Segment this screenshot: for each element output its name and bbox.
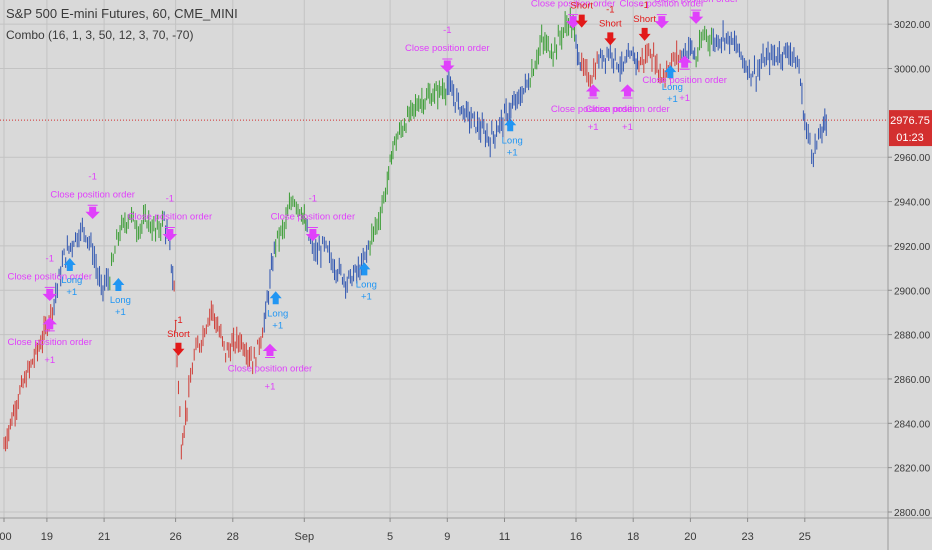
y-tick-label: 2820.00 — [894, 464, 931, 475]
y-tick-label: 2920.00 — [894, 242, 931, 253]
close-order-label: Close position order — [551, 104, 636, 115]
close-order-qty: +1 — [588, 122, 599, 133]
close-order-qty: +1 — [622, 122, 633, 133]
y-tick-label: 2900.00 — [894, 286, 931, 297]
indicator-label[interactable]: Combo (16, 1, 3, 50, 12, 3, 70, -70) — [6, 28, 194, 42]
short-entry-label: Short — [633, 14, 656, 25]
short-entry-label: Short — [570, 1, 593, 12]
close-order-label: Close position order — [8, 271, 93, 282]
y-tick-label: 2800.00 — [894, 508, 931, 519]
short-entry-label: Short — [599, 18, 622, 29]
y-tick-label: 2840.00 — [894, 419, 931, 430]
long-entry-qty: +1 — [66, 287, 77, 298]
long-entry-qty: +1 — [115, 307, 126, 318]
close-order-qty: -1 — [46, 253, 54, 264]
close-order-qty: +1 — [44, 355, 55, 366]
short-entry-qty: -1 — [640, 0, 648, 11]
long-entry-label: Long — [502, 135, 523, 146]
close-order-up-icon[interactable] — [620, 84, 635, 99]
long-entry-arrow-icon[interactable] — [63, 258, 76, 271]
long-entry-qty: +1 — [272, 320, 283, 331]
x-tick-label: Sep — [295, 531, 315, 543]
y-tick-label: 3000.00 — [894, 65, 931, 76]
long-entry-label: Long — [110, 295, 131, 306]
close-order-down-icon[interactable] — [688, 9, 704, 24]
short-entry-qty: -1 — [174, 315, 182, 326]
close-order-down-icon[interactable] — [162, 226, 178, 242]
short-entry-arrow-icon[interactable] — [638, 27, 651, 41]
close-order-up-icon[interactable] — [677, 55, 692, 70]
close-order-qty: -1 — [88, 171, 96, 182]
x-tick-label: 25 — [799, 531, 811, 543]
long-entry-qty: +1 — [507, 147, 518, 158]
short-entry-arrow-icon[interactable] — [604, 32, 617, 46]
short-entry-arrow-icon[interactable] — [575, 14, 588, 28]
long-entry-arrow-icon[interactable] — [112, 277, 125, 291]
long-entry-arrow-icon[interactable] — [664, 65, 677, 79]
close-order-label: Close position order — [128, 211, 213, 222]
close-order-label: Close position order — [8, 337, 93, 348]
long-entry-label: Long — [61, 275, 82, 286]
close-order-label: Close position order — [271, 211, 356, 222]
last-price-label-bg[interactable] — [889, 110, 932, 147]
long-entry-label: Long — [662, 82, 683, 93]
long-entry-arrow-icon[interactable] — [269, 291, 282, 305]
close-order-label: Close position order — [531, 0, 616, 10]
y-tick-label: 2940.00 — [894, 198, 931, 209]
y-tick-label: 3020.00 — [894, 20, 931, 31]
long-entry-qty: +1 — [361, 291, 372, 302]
close-order-label: Close position order — [642, 75, 727, 86]
close-order-qty: -1 — [309, 193, 317, 204]
close-order-label: Close position order — [228, 363, 313, 374]
x-tick-label: 5 — [387, 531, 393, 543]
y-tick-label: 2880.00 — [894, 331, 931, 342]
close-order-up-icon[interactable] — [42, 317, 57, 332]
x-tick-label: 18 — [627, 531, 639, 543]
close-order-down-icon[interactable] — [654, 14, 670, 29]
close-order-down-icon[interactable] — [42, 286, 57, 302]
close-order-down-icon[interactable] — [565, 14, 581, 29]
close-order-label: Close position order — [405, 43, 490, 54]
x-tick-label: 20 — [684, 531, 696, 543]
close-order-qty: -1 — [166, 193, 174, 204]
x-tick-label: 23 — [741, 531, 753, 543]
chart-title[interactable]: S&P 500 E-mini Futures, 60, CME_MINI — [6, 6, 238, 21]
y-tick-label: 2960.00 — [894, 153, 931, 164]
close-order-qty: +1 — [679, 93, 690, 104]
close-order-qty: +1 — [265, 381, 276, 392]
close-order-label: Close position order — [654, 0, 739, 5]
x-tick-label: 28 — [227, 531, 239, 543]
close-order-qty: -1 — [443, 25, 451, 36]
x-tick-label: 9 — [444, 531, 450, 543]
x-tick-label: 21 — [98, 531, 110, 543]
long-entry-label: Long — [356, 279, 377, 290]
x-tick-label: 11 — [499, 531, 510, 543]
x-tick-label: 16 — [570, 531, 582, 543]
close-order-label: Close position order — [620, 0, 705, 10]
x-tick-label: 19 — [41, 531, 53, 543]
close-order-label: Close position order — [50, 189, 135, 200]
close-order-up-icon[interactable] — [585, 84, 601, 99]
x-tick-label: 26 — [169, 531, 181, 543]
x-tick-label: :00 — [0, 531, 12, 543]
short-entry-qty: -1 — [606, 4, 614, 15]
long-entry-arrow-icon[interactable] — [358, 262, 371, 276]
bar-countdown: 01:23 — [896, 132, 924, 144]
close-order-down-icon[interactable] — [440, 58, 455, 73]
long-entry-qty: +1 — [667, 94, 678, 105]
close-order-down-icon[interactable] — [305, 226, 321, 242]
long-entry-label: Long — [267, 308, 288, 319]
short-entry-arrow-icon[interactable] — [172, 342, 185, 356]
long-entry-arrow-icon[interactable] — [504, 118, 517, 132]
short-entry-label: Short — [167, 329, 190, 340]
last-price-value: 2976.75 — [890, 115, 930, 127]
close-order-up-icon[interactable] — [262, 343, 278, 358]
y-tick-label: 2860.00 — [894, 375, 931, 386]
close-order-label: Close position order — [585, 104, 670, 115]
close-order-down-icon[interactable] — [85, 204, 100, 220]
